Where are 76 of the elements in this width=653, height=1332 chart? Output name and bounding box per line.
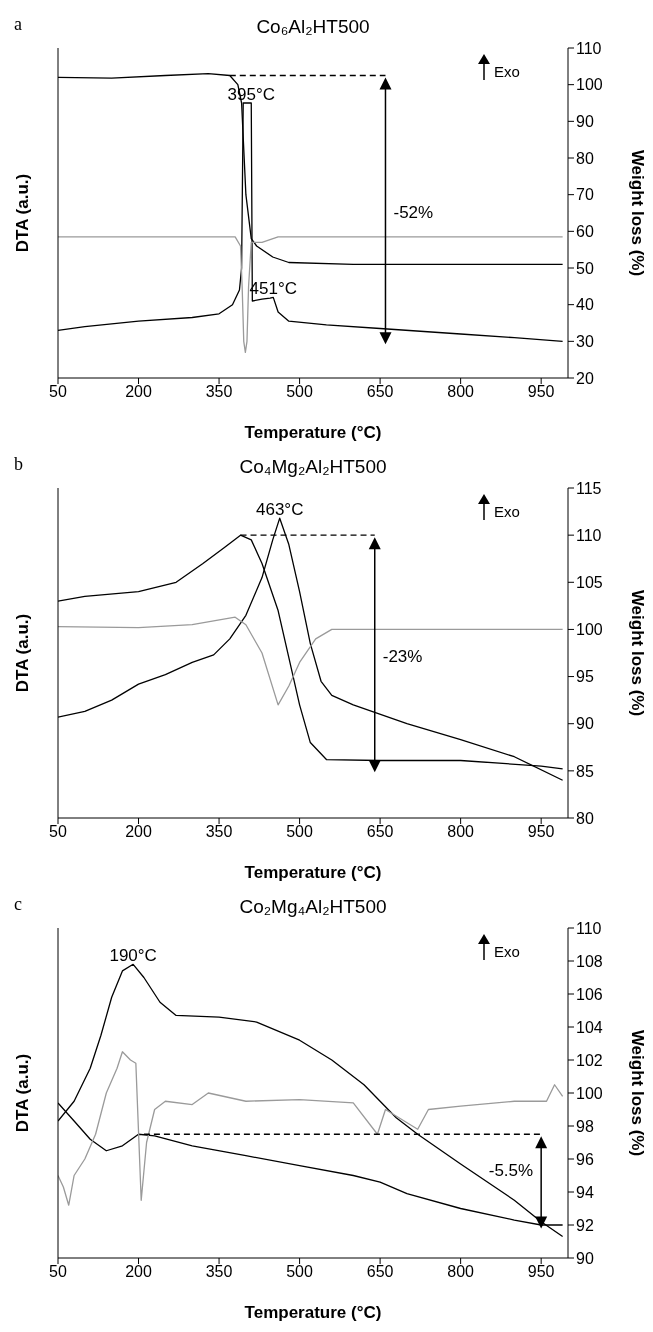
annotation: Exo [494,943,520,960]
y2-tick-label: 106 [576,985,603,1003]
annotation: -23% [382,647,423,667]
y2-tick-label: 96 [576,1150,594,1168]
x-tick-label: 50 [49,823,67,841]
x-tick-label: 500 [286,1263,314,1281]
y2-axis-title: Weight loss (%) [627,1029,647,1157]
x-tick-label: 650 [366,1263,394,1281]
y2-tick-label: 85 [576,762,594,780]
y2-tick-label: 108 [576,952,603,970]
text: b [14,454,23,475]
annotation: 463°C [255,500,304,520]
y2-tick-label: 20 [576,369,594,387]
x-axis-title: Temperature (°C) [244,1303,382,1322]
x-tick-label: 950 [527,823,555,841]
y2-tick-label: 95 [576,668,594,686]
x-tick-label: 950 [527,1263,555,1281]
y2-tick-label: 94 [576,1183,594,1201]
x-tick-label: 950 [527,383,555,401]
annotation: Exo [494,63,520,80]
y2-tick-label: 80 [576,149,594,167]
y2-tick-label: 92 [576,1216,594,1234]
y-axis-title: DTA (a.u.) [13,1053,33,1133]
y2-tick-label: 115 [576,479,602,497]
x-tick-label: 350 [205,383,233,401]
y2-axis-title: Weight loss (%) [627,589,647,717]
y2-tick-label: 100 [576,621,603,639]
x-tick-label: 350 [205,1263,233,1281]
line-series [58,616,564,706]
x-tick-label: 500 [286,823,314,841]
y2-tick-label: 90 [576,715,594,733]
text: a [14,14,22,35]
x-tick-label: 350 [205,823,233,841]
x-tick-label: 500 [286,383,314,401]
annotation: -52% [393,203,434,223]
annotation: -5.5% [488,1160,534,1180]
y2-tick-label: 110 [576,919,602,937]
y-axis-title: DTA (a.u.) [13,613,33,693]
y2-tick-label: 70 [576,186,594,204]
y2-tick-label: 98 [576,1117,594,1135]
x-tick-label: 50 [49,383,67,401]
chart-title: Co₄Mg₂Al₂HT500 [238,456,388,478]
line-series [58,236,564,353]
x-tick-label: 200 [125,823,152,841]
y2-tick-label: 30 [576,333,594,351]
x-axis-title: Temperature (°C) [244,863,382,882]
text: c [14,894,22,915]
x-axis-title: Temperature (°C) [244,423,382,442]
y2-tick-label: 110 [576,526,602,544]
x-tick-label: 800 [447,383,475,401]
chart-title: Co₂Mg₄Al₂HT500 [238,896,388,918]
x-tick-label: 650 [366,823,394,841]
y2-axis-title: Weight loss (%) [627,149,647,277]
y2-tick-label: 90 [576,113,594,131]
y2-tick-label: 100 [576,76,603,94]
x-tick-label: 200 [125,1263,152,1281]
chart-title: Co₆Al₂HT500 [255,16,371,38]
y2-tick-label: 50 [576,259,594,277]
y-axis-title: DTA (a.u.) [13,173,33,253]
y2-tick-label: 90 [576,1249,594,1267]
y2-tick-label: 105 [576,573,603,591]
y2-tick-label: 60 [576,223,594,241]
x-tick-label: 50 [49,1263,67,1281]
line-series [58,1051,564,1206]
y2-tick-label: 104 [576,1018,603,1036]
x-tick-label: 800 [447,823,475,841]
y2-tick-label: 80 [576,809,594,827]
x-tick-label: 800 [447,1263,475,1281]
y2-tick-label: 110 [576,39,602,57]
y2-tick-label: 40 [576,296,594,314]
annotation: Exo [494,503,520,520]
x-tick-label: 650 [366,383,394,401]
x-tick-label: 200 [125,383,152,401]
y2-tick-label: 102 [576,1051,603,1069]
annotation: 190°C [109,946,157,966]
y2-tick-label: 100 [576,1084,603,1102]
